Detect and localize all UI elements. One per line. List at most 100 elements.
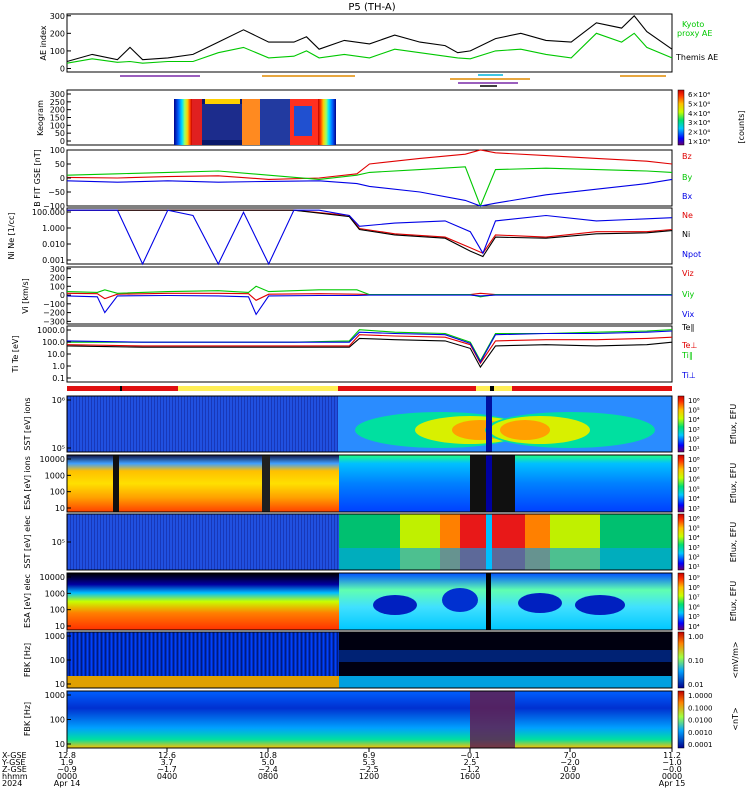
keogram-tick-label: 50 (55, 129, 65, 138)
colorbar-tick-label: 10⁴ (688, 416, 700, 424)
orbit-cell: 12.8 (58, 751, 76, 760)
colorbar-tick-label: 10⁴ (688, 534, 700, 542)
orbit-cell: 0400 (157, 772, 177, 781)
ae-yticks: 0 100 200 300 (50, 12, 71, 73)
ae-lines (66, 14, 673, 64)
keogram-frame (66, 89, 673, 146)
density-panel: 100.000 1.000 0.010 0.001 Ni Ne [1/cc] Ne N… (7, 207, 701, 266)
orbit-row-label: hhmm (2, 772, 28, 781)
orbit-cell: 12.6 (158, 751, 176, 760)
velocity-tick-label: 200 (50, 274, 65, 283)
sst-ion-colorbar-label: Eflux, EFU (729, 404, 738, 445)
velocity-tick-label: 0 (60, 291, 65, 300)
fbk-b-tick-label: 100 (50, 716, 65, 725)
density-tick-label: 100.000 (32, 208, 65, 217)
orbit-cell: 10.8 (259, 751, 277, 760)
colorbar-tick-label: 10⁵ (688, 407, 700, 415)
bfield-tick-label: 50 (55, 160, 65, 169)
legend-proxy-ae: proxy AE (677, 29, 712, 38)
esa-ion-tick-label: 10000 (40, 455, 65, 464)
legend-viy: Viy (682, 290, 695, 299)
colorbar-tick-label: 10² (688, 435, 700, 443)
bfield-line-red (66, 149, 673, 180)
ae-line-black (66, 14, 673, 63)
colorbar-tick-label: 10⁵ (688, 485, 700, 493)
orbit-cell: Apr 14 (54, 779, 81, 788)
colorbar-tick-label: 6×10⁴ (688, 91, 710, 99)
density-line-blue (67, 209, 673, 266)
fbk-e-yticks: 1000 100 10 (45, 632, 71, 689)
fbk-e-tick-label: 1000 (45, 632, 65, 641)
keogram-colorbar (677, 89, 685, 146)
orbit-cell: 1600 (460, 772, 480, 781)
sst-elec-yticks: 10⁵ (52, 538, 71, 547)
esa-ion-ylabel: ESA [eV] ions (23, 456, 32, 510)
temperature-line-blue (66, 330, 673, 364)
fbk-e-ylabel: FBK [Hz] (23, 643, 32, 677)
legend-vix: Vix (682, 310, 695, 319)
bfield-frame (66, 149, 673, 207)
orbit-cell: 0800 (258, 772, 278, 781)
density-tick-label: 0.010 (42, 240, 65, 249)
orbit-cell: 11.2 (663, 751, 681, 760)
colorbar-tick-label: 10³ (688, 426, 700, 434)
orbit-row-label: Y-GSE (1, 758, 25, 767)
colorbar-tick-label: 10⁴ (688, 623, 700, 631)
colorbar-tick-label: 0.0001 (688, 741, 713, 749)
orbit-cell: −0.0 (662, 765, 681, 774)
fbk-e-panel: 1000 100 10 FBK [Hz] 1.00 0.10 0.01 <mV/m> (23, 631, 740, 689)
orbit-cell: −2.5 (359, 765, 378, 774)
velocity-tick-label: 100 (50, 282, 65, 291)
velocity-tick-label: −100 (43, 300, 65, 309)
colorbar-tick-label: 10⁶ (688, 476, 700, 484)
ae-tick-label: 0 (60, 64, 65, 73)
colorbar-tick-label: 10³ (688, 505, 700, 513)
sst-ion-tick-label: 10⁵ (52, 444, 65, 453)
legend-ne: Ne (682, 211, 693, 220)
density-frame (66, 207, 673, 265)
keogram-tick-label: 200 (50, 106, 65, 115)
fbk-b-colorbar-label: <nT> (731, 707, 740, 730)
fbk-e-tick-label: 100 (50, 656, 65, 665)
orbit-cell: 0000 (57, 772, 77, 781)
colorbar-tick-label: 3×10⁴ (688, 119, 710, 127)
legend-te-perp: Te⊥ (681, 341, 697, 350)
legend-by: By (682, 173, 692, 182)
sst-ion-ylabel: SST [eV] ions (23, 397, 32, 450)
colorbar-tick-label: 10⁷ (688, 466, 700, 474)
fbk-b-tick-label: 10 (55, 740, 65, 749)
legend-kyoto: Kyoto (682, 20, 704, 29)
keogram-ylabel: Keogram (36, 100, 45, 136)
bfield-tick-label: 100 (50, 146, 65, 155)
region-bar (67, 386, 672, 391)
sst-elec-ylabel: SST [eV] elec (23, 515, 32, 568)
keogram-colorbar-label: [counts] (737, 111, 746, 144)
colorbar-tick-label: 1.00 (688, 633, 704, 641)
orbit-cell: 7.0 (564, 751, 577, 760)
orbit-cell: Apr 15 (659, 779, 686, 788)
colorbar-tick-label: 10¹ (688, 445, 700, 453)
colorbar-tick-label: 10⁹ (688, 574, 700, 582)
colorbar-tick-label: 10⁶ (688, 515, 700, 523)
orbit-cell: −0.9 (57, 765, 76, 774)
density-tick-label: 1.000 (42, 224, 65, 233)
colorbar-tick-label: 10⁸ (688, 584, 700, 592)
legend-viz: Viz (682, 269, 694, 278)
velocity-tick-label: 300 (50, 265, 65, 274)
temperature-tick-label: 1000.0 (37, 326, 65, 335)
temperature-ylabel: Ti Te [eV] (11, 335, 20, 373)
ae-frame (66, 13, 673, 73)
temperature-tick-label: 0.1 (52, 374, 65, 383)
density-line-black (67, 209, 673, 258)
esa-ion-tick-label: 1000 (45, 471, 65, 480)
colorbar-tick-label: 10⁸ (688, 456, 700, 464)
orbit-cell: 0000 (662, 772, 682, 781)
fbk-b-panel: 1000 100 10 FBK [Hz] 1.0000 0.1000 0.0100 0.0… (23, 690, 740, 749)
